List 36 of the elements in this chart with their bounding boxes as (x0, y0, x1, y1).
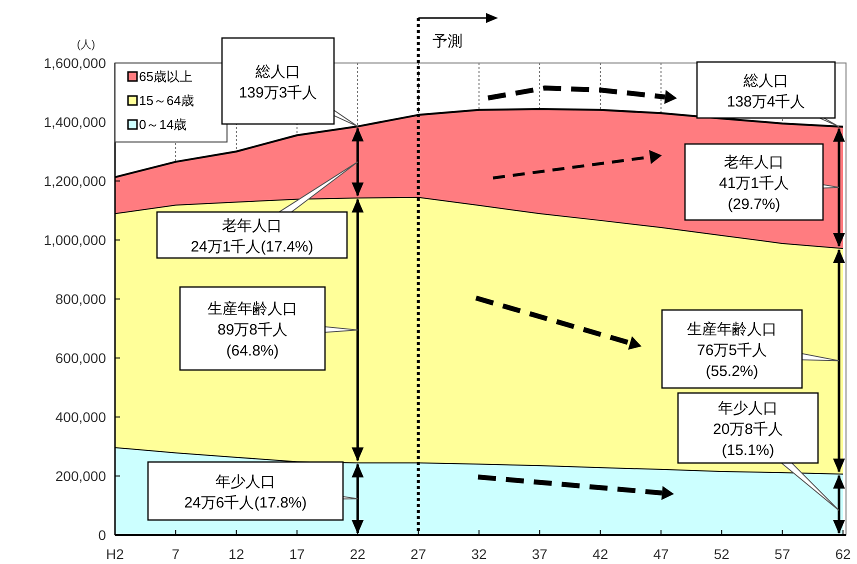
annotation: 年少人口 20万8千人 (15.1%) (712, 400, 784, 459)
annotation: 生産年齢人口 89万8千人 (64.8%) (208, 300, 298, 360)
x-tick-label: 17 (289, 546, 305, 562)
callout: 年少人口 20万8千人 (15.1%) (677, 392, 840, 511)
x-tick-label: 47 (653, 546, 669, 562)
y-tick-label: 800,000 (55, 291, 106, 307)
callout: 年少人口 24万6千人(17.8%) (147, 461, 358, 521)
y-tick-label: 600,000 (55, 350, 106, 366)
legend-label: 15～64歳 (139, 93, 194, 108)
ref-line-label: 予測 (432, 33, 462, 50)
x-tick-label: H2 (106, 546, 124, 562)
annotation: 生産年齢人口 76万5千人 (55.2%) (687, 321, 777, 380)
x-tick-label: 32 (471, 546, 487, 562)
x-tick-label: 12 (228, 546, 244, 562)
legend-label: 65歳以上 (139, 69, 192, 84)
x-tick-label: 62 (835, 546, 851, 562)
y-tick-label: 200,000 (55, 468, 106, 484)
legend-label: 0～14歳 (139, 117, 187, 132)
x-tick-label: 42 (592, 546, 608, 562)
y-tick-label: 1,600,000 (44, 55, 106, 71)
annotation: 老年人口 24万1千人(17.4%) (190, 218, 314, 256)
x-tick-label: 27 (410, 546, 426, 562)
y-tick-label: 1,200,000 (44, 173, 106, 189)
x-tick-label: 52 (714, 546, 730, 562)
y-tick-label: 1,000,000 (44, 232, 106, 248)
y-tick-label: 400,000 (55, 409, 106, 425)
x-tick-label: 57 (774, 546, 790, 562)
y-axis-title: (人) (76, 39, 96, 51)
annotation: 老年人口 41万1千人 (29.7%) (718, 154, 790, 213)
annotation: 年少人口 24万6千人(17.8%) (184, 474, 307, 512)
x-tick-label: 37 (532, 546, 548, 562)
x-tick-label: 22 (350, 546, 366, 562)
x-tick-label: 7 (172, 546, 180, 562)
callout: 老年人口 24万1千人(17.4%) (156, 161, 358, 259)
y-tick-label: 1,400,000 (44, 114, 106, 130)
y-tick-label: 0 (98, 527, 106, 543)
